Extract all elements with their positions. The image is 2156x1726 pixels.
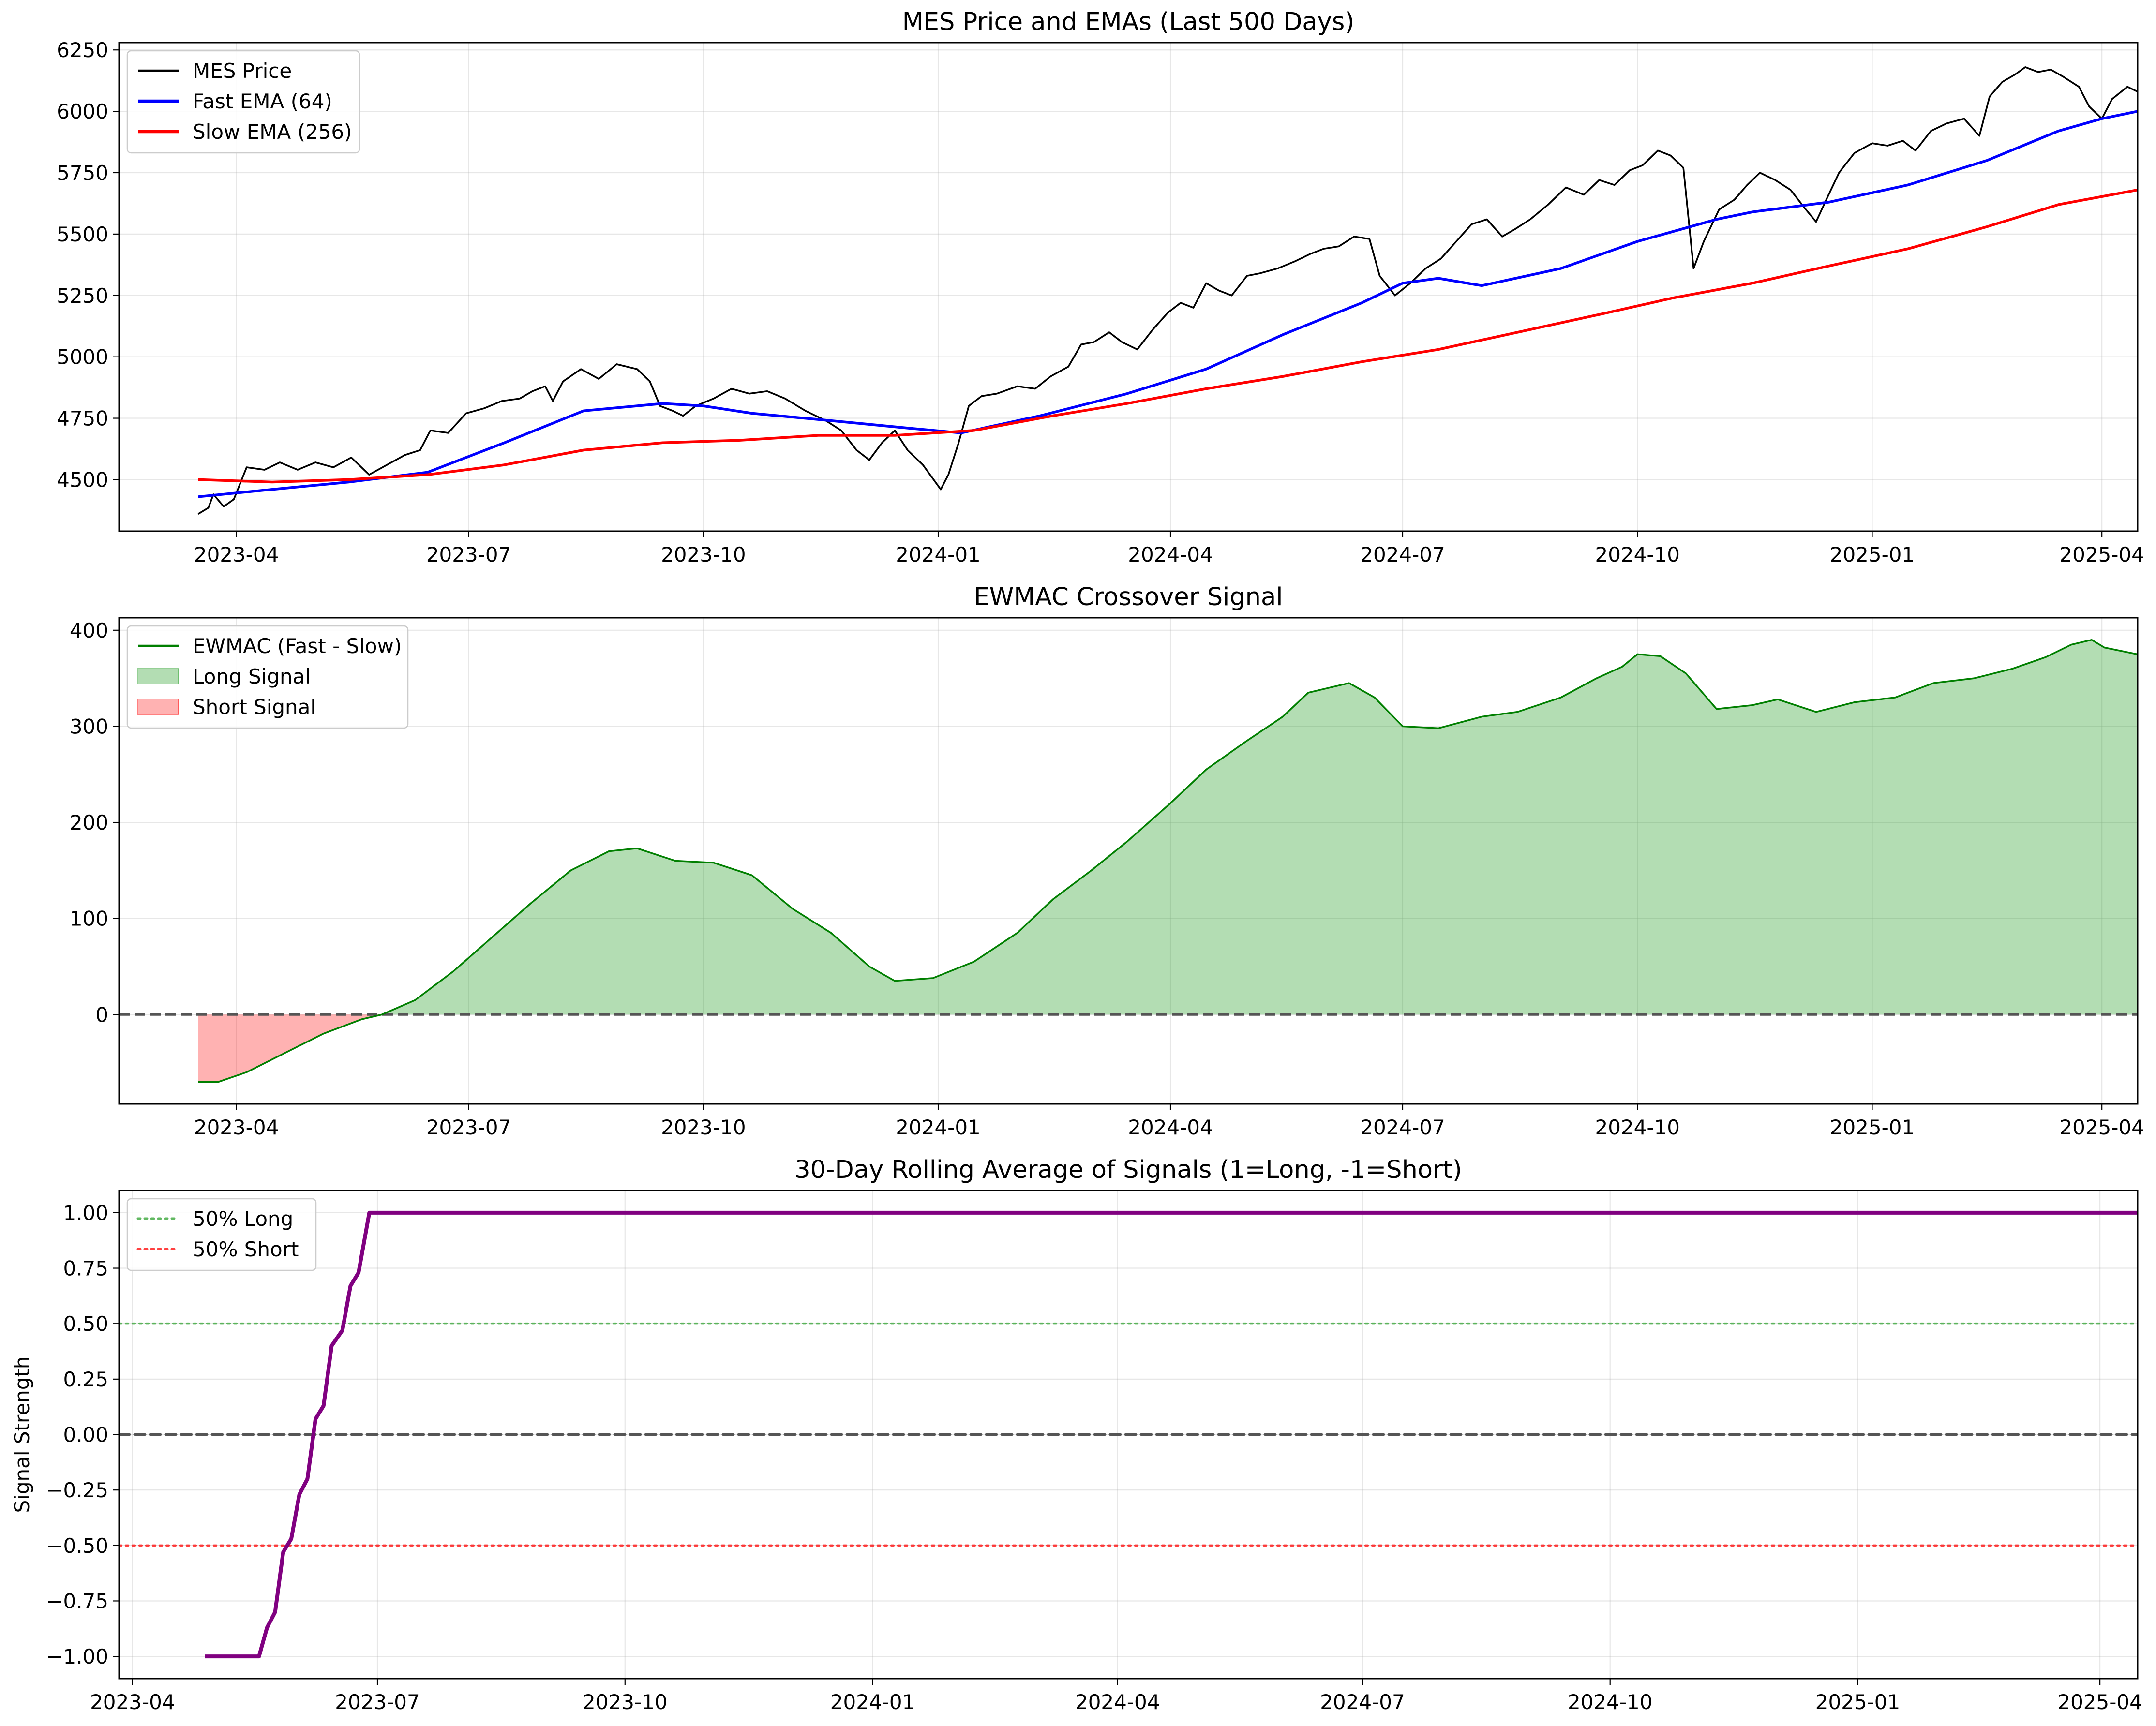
legend-label: Fast EMA (64) — [193, 89, 332, 113]
series-line — [198, 110, 2138, 498]
legend-label: Long Signal — [193, 665, 311, 688]
legend — [126, 625, 409, 729]
x-tick-label: 2024-07 — [1360, 1116, 1445, 1139]
axis-frame — [118, 617, 2139, 1105]
chart-panel-1: 4500 4750 5000 5250 5500 5750 6000 6250 2023-04 2… — [57, 8, 2144, 566]
y-tick-label: 6250 — [57, 38, 108, 62]
x-tick-label: 2023-07 — [335, 1690, 420, 1714]
y-tick-label: 6000 — [57, 100, 108, 123]
y-tick-label: 0.75 — [63, 1257, 108, 1280]
x-tick-label: 2024-04 — [1128, 543, 1213, 566]
y-tick-label: 0.25 — [63, 1368, 108, 1391]
x-tick-label: 2024-07 — [1360, 543, 1445, 566]
legend-patch-swatch — [137, 668, 179, 684]
legend — [126, 50, 360, 154]
legend-label: Slow EMA (256) — [193, 120, 352, 144]
legend-label: 50% Short — [193, 1237, 299, 1261]
plot-area — [119, 1210, 2138, 1659]
series-line — [197, 66, 2138, 515]
y-tick-label: 4750 — [57, 407, 108, 431]
y-tick-label: 0.00 — [63, 1423, 108, 1447]
x-tick-label: 2024-01 — [896, 1116, 981, 1139]
legend-label: MES Price — [193, 59, 292, 83]
legend-label: EWMAC (Fast - Slow) — [193, 634, 402, 658]
axis-frame — [118, 1190, 2139, 1680]
series-line — [205, 1210, 2138, 1659]
x-tick-label: 2024-04 — [1075, 1690, 1160, 1714]
legend-label: 50% Long — [193, 1207, 293, 1231]
x-tick-label: 2025-01 — [1815, 1690, 1901, 1714]
x-tick-label: 2023-10 — [661, 543, 746, 566]
x-tick-label: 2023-07 — [426, 543, 511, 566]
axis-frame — [118, 42, 2139, 532]
y-tick-label: 100 — [70, 907, 108, 931]
ewmac-line — [198, 639, 2138, 1083]
x-tick-label: 2024-10 — [1595, 543, 1680, 566]
chart-title: MES Price and EMAs (Last 500 Days) — [902, 8, 1355, 36]
y-tick-label: 5500 — [57, 223, 108, 246]
y-tick-label: 5750 — [57, 161, 108, 185]
x-tick-label: 2023-04 — [194, 543, 279, 566]
x-tick-label: 2024-04 — [1128, 1116, 1213, 1139]
legend-patch-swatch — [137, 699, 179, 715]
x-tick-label: 2024-10 — [1568, 1690, 1653, 1714]
y-tick-label: −0.50 — [46, 1534, 108, 1558]
y-axis-label: Signal Strength — [10, 1356, 34, 1513]
x-tick-label: 2023-07 — [426, 1116, 511, 1139]
series-line — [198, 188, 2138, 484]
y-tick-label: 5000 — [57, 345, 108, 369]
y-tick-label: 4500 — [57, 468, 108, 491]
chart-panel-2: 0 100 200 300 400 2023-04 2023-07 2023-10 2024-0… — [70, 583, 2144, 1139]
legend — [126, 1198, 317, 1271]
x-tick-label: 2025-04 — [2059, 1116, 2144, 1139]
x-tick-label: 2025-04 — [2059, 543, 2144, 566]
y-tick-label: 400 — [70, 619, 108, 642]
x-tick-label: 2023-04 — [194, 1116, 279, 1139]
x-tick-label: 2025-04 — [2057, 1690, 2142, 1714]
x-tick-label: 2023-10 — [583, 1690, 668, 1714]
y-tick-label: −1.00 — [46, 1645, 108, 1668]
y-tick-label: 5250 — [57, 284, 108, 308]
y-tick-label: 300 — [70, 714, 108, 738]
long-signal-area — [198, 640, 2138, 1015]
x-tick-label: 2023-10 — [661, 1116, 746, 1139]
y-tick-label: 0.50 — [63, 1312, 108, 1336]
x-tick-label: 2024-07 — [1320, 1690, 1405, 1714]
y-tick-label: −0.75 — [46, 1589, 108, 1613]
y-tick-label: −0.25 — [46, 1478, 108, 1502]
legend-label: Short Signal — [193, 695, 316, 719]
x-tick-label: 2024-10 — [1595, 1116, 1680, 1139]
chart-title: 30-Day Rolling Average of Signals (1=Lon… — [794, 1156, 1462, 1184]
chart-title: EWMAC Crossover Signal — [974, 583, 1283, 611]
y-tick-label: 1.00 — [63, 1201, 108, 1225]
short-signal-area — [198, 1014, 2138, 1082]
y-tick-label: 0 — [95, 1003, 108, 1027]
x-tick-label: 2025-01 — [1830, 543, 1915, 566]
plot-area — [119, 639, 2138, 1083]
x-tick-label: 2024-01 — [830, 1690, 915, 1714]
chart-panel-3: −1.00 −0.75 −0.50 −0.25 0.00 0.25 0.50 0.75 1.00… — [10, 1156, 2142, 1714]
y-tick-label: 200 — [70, 811, 108, 834]
x-tick-label: 2023-04 — [90, 1690, 175, 1714]
plot-area — [197, 66, 2138, 515]
x-tick-label: 2024-01 — [896, 543, 981, 566]
x-tick-label: 2025-01 — [1830, 1116, 1915, 1139]
